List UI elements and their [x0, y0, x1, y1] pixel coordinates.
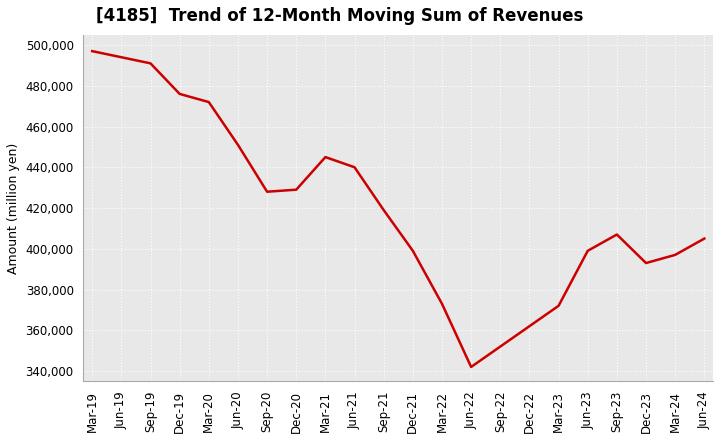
Y-axis label: Amount (million yen): Amount (million yen) [7, 143, 20, 274]
Text: [4185]  Trend of 12-Month Moving Sum of Revenues: [4185] Trend of 12-Month Moving Sum of R… [96, 7, 583, 25]
